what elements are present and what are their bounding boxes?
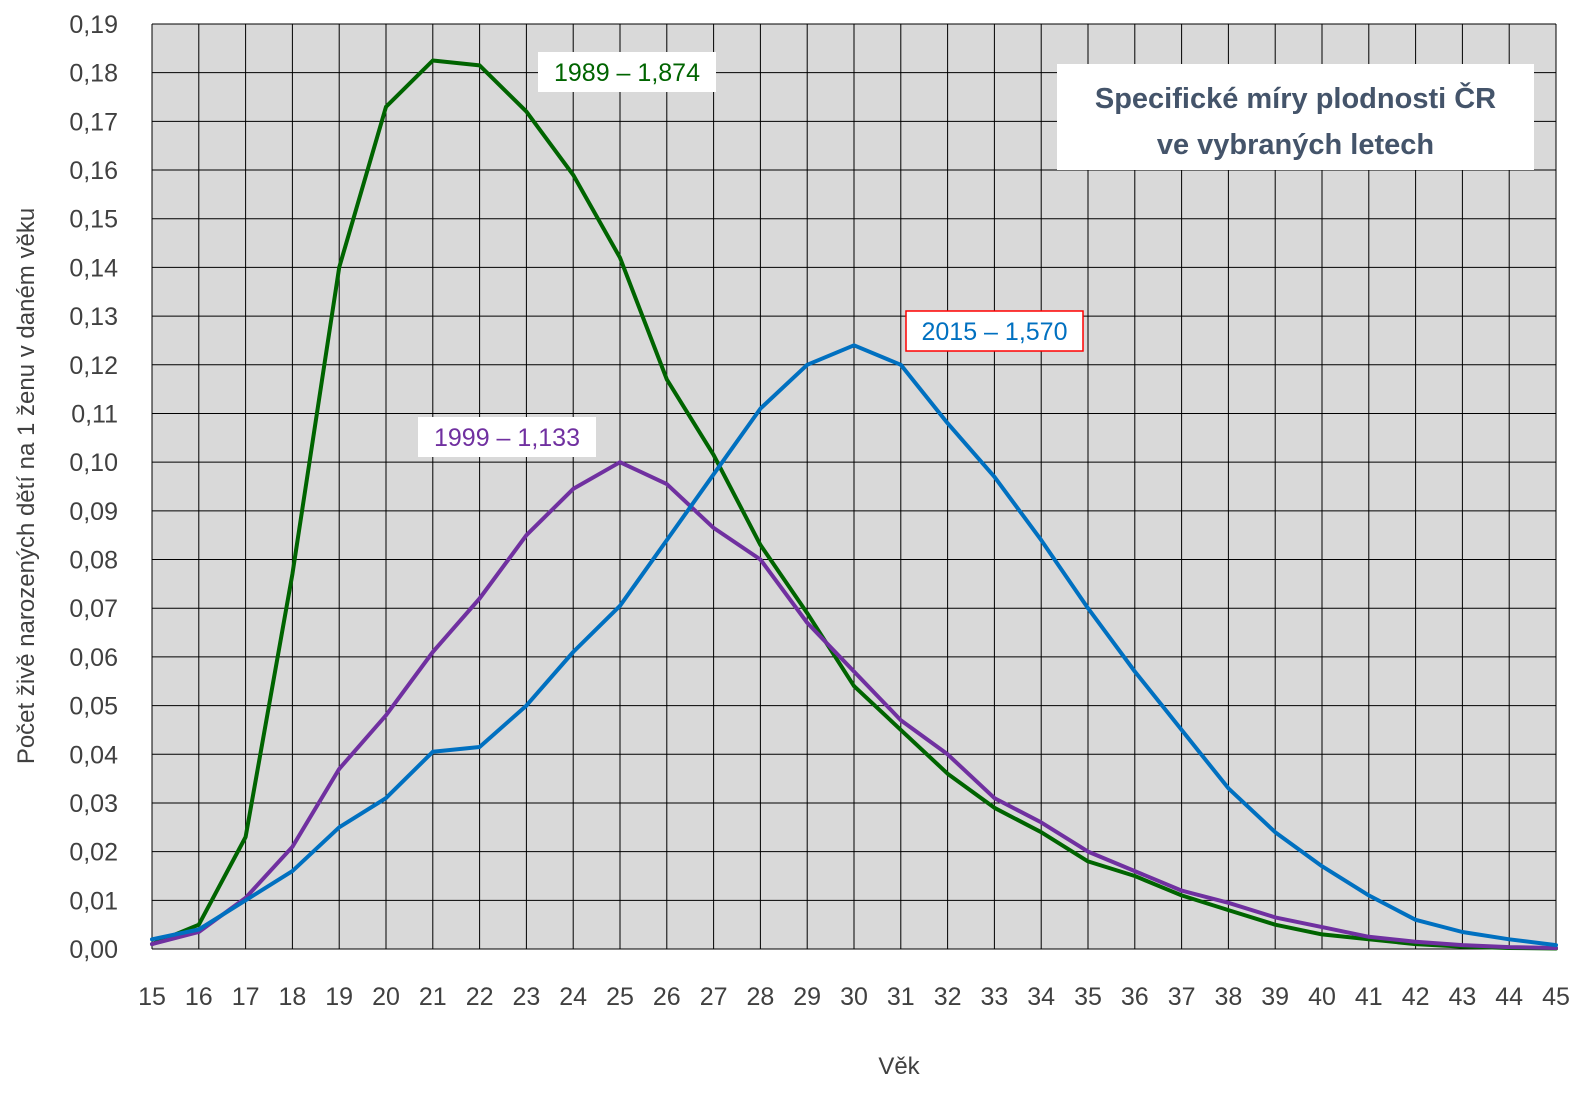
x-tick-label: 44 (1495, 983, 1523, 1011)
x-tick-label: 16 (185, 983, 213, 1011)
x-tick-label: 26 (653, 983, 681, 1011)
y-tick-label: 0,19 (69, 11, 118, 39)
y-tick-label: 0,09 (69, 498, 118, 526)
x-tick-label: 20 (372, 983, 400, 1011)
x-tick-label: 15 (138, 983, 166, 1011)
y-tick-label: 0,11 (71, 400, 118, 428)
chart-title-line-2: ve vybraných letech (1157, 129, 1434, 161)
x-tick-label: 34 (1027, 983, 1055, 1011)
x-tick-label: 38 (1214, 983, 1242, 1011)
annotation-2015-label: 2015 – 1,570 (922, 318, 1068, 346)
x-tick-label: 33 (980, 983, 1008, 1011)
x-tick-label: 24 (559, 983, 587, 1011)
x-tick-label: 31 (887, 983, 915, 1011)
y-tick-label: 0,10 (69, 449, 118, 477)
series-line-s1999 (150, 460, 1558, 950)
x-tick-label: 17 (232, 983, 260, 1011)
x-tick-label: 32 (934, 983, 962, 1011)
x-tick-label: 30 (840, 983, 868, 1011)
x-tick-label: 45 (1542, 983, 1570, 1011)
y-tick-label: 0,08 (69, 547, 118, 575)
x-tick-label: 41 (1355, 983, 1383, 1011)
x-tick-label: 37 (1168, 983, 1196, 1011)
y-tick-label: 0,18 (69, 60, 118, 88)
x-tick-label: 39 (1261, 983, 1289, 1011)
chart-title-box: Specifické míry plodnosti ČR ve vybranýc… (1057, 64, 1534, 170)
y-tick-labels: 0,00 0,01 0,02 0,03 0,04 0,05 0,06 0,07 0,08 0,09… (69, 11, 118, 964)
y-tick-label: 0,17 (69, 108, 118, 136)
y-tick-label: 0,15 (69, 206, 118, 234)
series-line-s1989 (150, 58, 1558, 951)
y-tick-label: 0,13 (69, 303, 118, 331)
annotation-1999-label: 1999 – 1,133 (434, 424, 580, 452)
y-tick-label: 0,01 (69, 887, 118, 915)
series-lines (150, 58, 1558, 951)
series-line-s2015 (150, 343, 1558, 948)
y-tick-label: 0,00 (69, 936, 118, 964)
x-tick-label: 36 (1121, 983, 1149, 1011)
y-tick-label: 0,02 (69, 839, 118, 867)
x-tick-label: 35 (1074, 983, 1102, 1011)
y-tick-label: 0,14 (69, 254, 118, 282)
y-tick-label: 0,16 (69, 157, 118, 185)
y-tick-label: 0,05 (69, 693, 118, 721)
chart-title-line-1: Specifické míry plodnosti ČR (1095, 81, 1496, 115)
x-axis-label: Věk (878, 1053, 920, 1080)
y-tick-label: 0,07 (69, 595, 118, 623)
annotation-1989-label: 1989 – 1,874 (554, 59, 700, 87)
x-tick-label: 27 (700, 983, 728, 1011)
x-tick-label: 18 (278, 983, 306, 1011)
x-tick-label: 21 (419, 983, 447, 1011)
x-tick-label: 23 (512, 983, 540, 1011)
annotation-2015: 2015 – 1,570 (905, 310, 1084, 352)
annotation-1999: 1999 – 1,133 (418, 417, 596, 457)
x-tick-label: 29 (793, 983, 821, 1011)
x-tick-label: 43 (1448, 983, 1476, 1011)
y-tick-label: 0,03 (69, 790, 118, 818)
x-tick-labels: 15 16 17 18 19 20 21 22 23 24 25 26 27 28 29 30 31 32 33 34… (138, 983, 1570, 1011)
x-tick-label: 25 (606, 983, 634, 1011)
y-tick-label: 0,06 (69, 644, 118, 672)
y-tick-label: 0,04 (69, 741, 118, 769)
x-tick-label: 28 (746, 983, 774, 1011)
x-tick-label: 40 (1308, 983, 1336, 1011)
annotation-1989: 1989 – 1,874 (538, 52, 716, 92)
x-tick-label: 42 (1402, 983, 1430, 1011)
y-tick-label: 0,12 (69, 352, 118, 380)
gridlines (151, 23, 1557, 950)
y-axis-label: Počet živě narozených dětí na 1 ženu v d… (13, 208, 40, 764)
x-tick-label: 19 (325, 983, 353, 1011)
x-tick-label: 22 (466, 983, 494, 1011)
